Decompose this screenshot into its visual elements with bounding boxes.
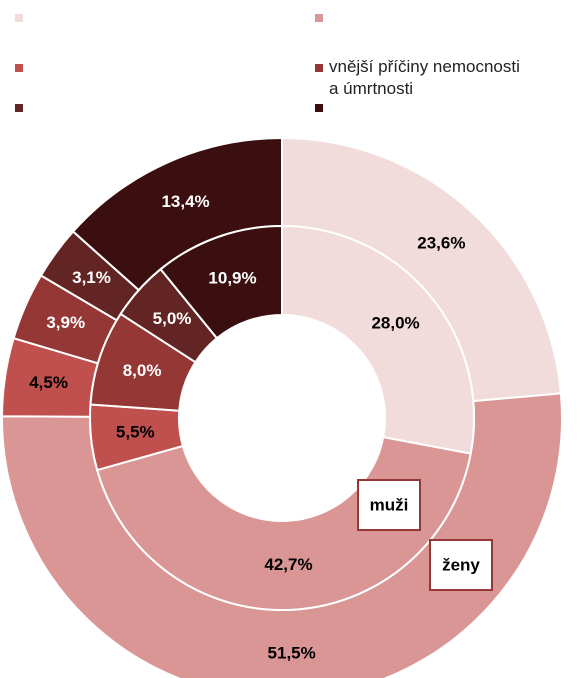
donut-slice xyxy=(159,224,283,340)
data-label: 51,5% xyxy=(268,643,316,662)
ring-label-box xyxy=(357,479,421,531)
data-label: 3,1% xyxy=(72,268,111,287)
data-label: 10,9% xyxy=(208,269,256,288)
data-label: 8,0% xyxy=(123,361,162,380)
ring-label: muži xyxy=(370,495,409,514)
data-label: 13,4% xyxy=(161,192,209,211)
ring-label-box xyxy=(429,539,493,591)
legend-swatch xyxy=(15,14,23,22)
legend-label: vnější příčiny nemocnosti a úmrtnosti xyxy=(329,57,520,98)
data-label: 23,6% xyxy=(417,233,465,252)
legend-swatch xyxy=(15,104,23,112)
data-label: 5,0% xyxy=(153,309,192,328)
data-label: 42,7% xyxy=(264,555,312,574)
data-label: 3,9% xyxy=(46,313,85,332)
legend-swatch xyxy=(315,104,323,112)
data-label: 5,5% xyxy=(116,423,155,442)
data-label: 4,5% xyxy=(29,373,68,392)
data-label: 28,0% xyxy=(371,313,419,332)
legend-swatch xyxy=(315,64,323,72)
legend-swatch xyxy=(15,64,23,72)
legend-swatch xyxy=(315,14,323,22)
ring-label: ženy xyxy=(442,555,480,574)
donut-slice xyxy=(281,224,475,455)
